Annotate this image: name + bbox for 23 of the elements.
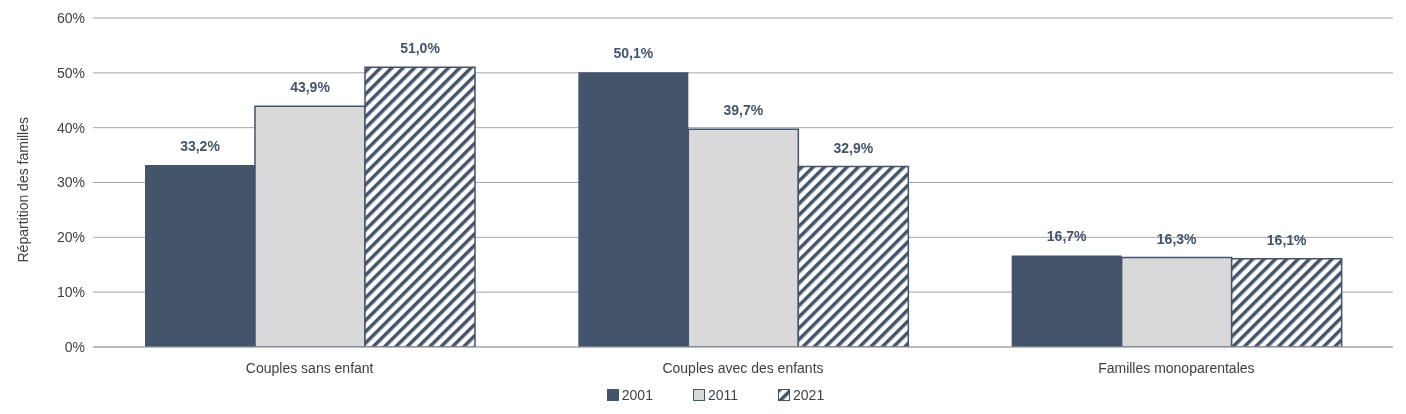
x-tick-label: Couples sans enfant <box>245 359 374 376</box>
data-label: 16,3% <box>1156 230 1198 247</box>
data-label: 39,7% <box>723 102 764 119</box>
y-tick-label: 20% <box>56 229 85 246</box>
data-label: 32,9% <box>833 139 874 156</box>
data-label: 50,1% <box>613 45 654 62</box>
y-tick-label: 60% <box>56 9 85 26</box>
y-tick-label: 50% <box>56 64 85 81</box>
y-tick-label: 40% <box>56 119 85 136</box>
data-label: 51,0% <box>400 40 441 57</box>
legend-label: 2011 <box>706 387 739 403</box>
data-label: 16,1% <box>1266 231 1308 248</box>
legend-label: 2021 <box>792 387 825 403</box>
y-tick-label: 10% <box>56 284 85 301</box>
y-tick-label: 0% <box>64 338 85 355</box>
data-label: 16,7% <box>1046 228 1088 245</box>
y-axis-title: Répartition des familles <box>14 116 31 263</box>
x-tick-label: Familles monoparentales <box>1098 359 1255 376</box>
x-tick-label: Couples avec des enfants <box>662 359 824 376</box>
y-tick-label: 30% <box>56 174 85 191</box>
data-label: 33,2% <box>180 137 221 154</box>
legend-label: 2001 <box>620 387 653 403</box>
data-label: 43,9% <box>290 79 331 96</box>
